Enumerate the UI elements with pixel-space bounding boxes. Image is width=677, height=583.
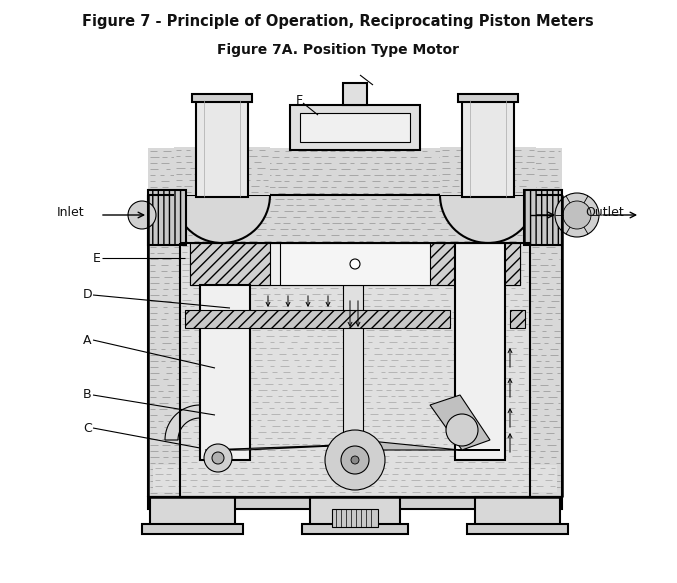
Bar [467,524,568,534]
Text: B: B [83,388,91,402]
Bar [174,147,270,195]
Bar [458,94,518,102]
Circle shape [128,201,156,229]
Bar [455,243,505,460]
Text: Inlet: Inlet [57,206,85,220]
Polygon shape [430,395,490,450]
Bar [524,190,562,245]
Bar [148,148,562,497]
Bar [180,243,530,497]
Text: Figure 7 - Principle of Operation, Reciprocating Piston Meters: Figure 7 - Principle of Operation, Recip… [82,14,594,29]
Bar [153,465,557,492]
Circle shape [446,414,478,446]
Text: Figure 7A. Position Type Motor: Figure 7A. Position Type Motor [217,43,459,57]
Bar [196,100,248,197]
Polygon shape [165,405,221,440]
Bar [475,497,560,532]
Circle shape [555,193,599,237]
Bar [142,524,243,534]
Circle shape [204,444,232,472]
Circle shape [325,430,385,490]
Circle shape [212,452,224,464]
Bar [332,509,378,527]
Wedge shape [440,195,536,243]
Text: Outlet: Outlet [585,206,624,220]
Bar [510,310,525,328]
Circle shape [350,259,360,269]
Bar [185,310,450,328]
Text: E: E [93,251,101,265]
Bar [190,243,520,285]
Bar [148,190,186,245]
Bar [440,147,536,195]
Bar [180,243,530,497]
Bar [280,243,430,285]
Circle shape [351,456,359,464]
Bar [302,524,408,534]
Bar [148,497,562,509]
Circle shape [341,446,369,474]
Bar [420,243,520,285]
Bar [343,285,363,450]
Bar [190,243,270,285]
Bar [343,83,367,105]
Polygon shape [360,440,500,450]
Circle shape [563,201,591,229]
Bar [192,94,252,102]
Text: C: C [83,422,92,434]
Bar [290,105,420,150]
Text: D: D [83,289,93,301]
Bar [462,100,514,197]
Text: A: A [83,333,91,346]
Bar [150,497,235,532]
Text: F: F [296,94,303,107]
Polygon shape [205,445,355,450]
Bar [200,285,250,460]
Wedge shape [174,195,270,243]
Bar [310,497,400,532]
Bar [300,113,410,142]
